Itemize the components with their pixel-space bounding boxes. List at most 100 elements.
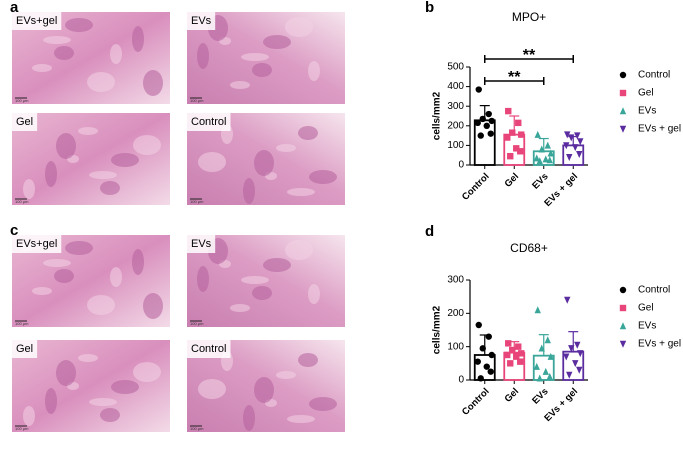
legend-marker (619, 107, 627, 115)
tissue-texture (100, 408, 120, 422)
tissue-texture (133, 362, 161, 382)
tissue-texture (78, 127, 98, 135)
chart-title: MPO+ (512, 10, 546, 24)
data-point (483, 363, 490, 370)
scale-bar-label: 100 μm (190, 426, 204, 431)
tissue-texture (100, 181, 120, 195)
x-tick-label: Gel (503, 386, 522, 405)
data-point (533, 154, 540, 162)
y-tick-label: 200 (447, 308, 464, 319)
panel-label: a (10, 0, 19, 16)
data-point (487, 368, 494, 375)
image-label: EVs+gel (16, 238, 57, 250)
scale-bar-label: 100 μm (15, 199, 29, 204)
tissue-texture (308, 284, 320, 304)
tissue-texture (32, 287, 52, 295)
legend-marker (619, 71, 627, 79)
legend-label: EVs + gel (638, 124, 681, 135)
tissue-texture (110, 44, 122, 64)
image-label-bg (187, 340, 231, 358)
tissue-texture (241, 53, 269, 61)
data-point (517, 148, 524, 155)
legend-marker (619, 304, 627, 312)
data-point (566, 153, 573, 161)
x-tick-label: EVs (530, 386, 550, 406)
y-tick-label: 100 (447, 341, 464, 352)
tissue-texture (287, 415, 315, 423)
panel-label: d (425, 223, 434, 240)
data-point (563, 142, 570, 150)
scale-bar-label: 100 μm (15, 426, 29, 431)
data-point (509, 129, 516, 136)
legend-marker (619, 286, 627, 294)
tissue-texture (32, 64, 52, 72)
tissue-texture (309, 170, 337, 184)
data-point (515, 119, 522, 127)
data-point (477, 132, 484, 139)
legend-marker (619, 322, 627, 330)
data-point (568, 134, 575, 142)
image-label: EVs (191, 238, 212, 250)
data-point (517, 358, 524, 365)
data-point (577, 138, 584, 146)
tissue-texture (23, 179, 35, 199)
tissue-texture (89, 398, 117, 406)
data-point (485, 110, 492, 118)
tissue-texture (45, 161, 57, 187)
data-point (547, 352, 554, 360)
tissue-texture (45, 388, 57, 414)
data-point (488, 117, 495, 125)
data-point (513, 145, 520, 152)
tissue-texture (254, 377, 274, 403)
tissue-texture (298, 353, 318, 367)
tissue-texture (111, 153, 139, 167)
x-tick-label: Control (460, 171, 492, 203)
data-point (542, 367, 549, 375)
image-label-bg (187, 235, 216, 253)
data-point (576, 151, 583, 159)
x-tick-label: Control (460, 386, 492, 418)
data-point (577, 350, 584, 358)
tissue-texture (43, 259, 71, 267)
data-point (475, 321, 482, 329)
panel-label: c (10, 222, 18, 239)
data-point (485, 333, 492, 340)
tissue-texture (197, 266, 209, 292)
data-point (536, 157, 543, 165)
tissue-texture (110, 267, 122, 287)
scale-bar-label: 100 μm (190, 199, 204, 204)
image-label-bg (12, 340, 38, 358)
data-point (477, 375, 484, 382)
tissue-texture (23, 406, 35, 426)
tissue-texture (56, 133, 76, 159)
y-axis-label: cells/mm2 (432, 305, 443, 354)
tissue-texture (276, 371, 296, 379)
tissue-texture (276, 144, 296, 152)
legend-label: Control (638, 70, 670, 81)
data-point (507, 360, 514, 367)
tissue-texture (143, 70, 163, 96)
data-point (507, 152, 514, 160)
data-point (534, 306, 541, 314)
tissue-texture (309, 397, 337, 411)
data-point (546, 372, 553, 380)
tissue-texture (285, 240, 313, 260)
scale-bar-label: 100 μm (190, 321, 204, 326)
data-point (534, 130, 541, 138)
tissue-texture (241, 276, 269, 284)
image-label: EVs (191, 15, 212, 27)
data-point (574, 341, 581, 349)
image-label-bg (12, 12, 62, 30)
legend-label: Gel (638, 303, 654, 314)
data-point (487, 130, 494, 137)
y-tick-label: 300 (447, 275, 464, 286)
image-label-bg (12, 235, 62, 253)
tissue-texture (252, 63, 272, 77)
y-tick-label: 100 (447, 140, 464, 151)
tissue-texture (287, 188, 315, 196)
image-label: Control (191, 116, 226, 128)
data-point (538, 344, 545, 352)
scale-bar-label: 100 μm (15, 321, 29, 326)
tissue-texture (230, 304, 250, 312)
